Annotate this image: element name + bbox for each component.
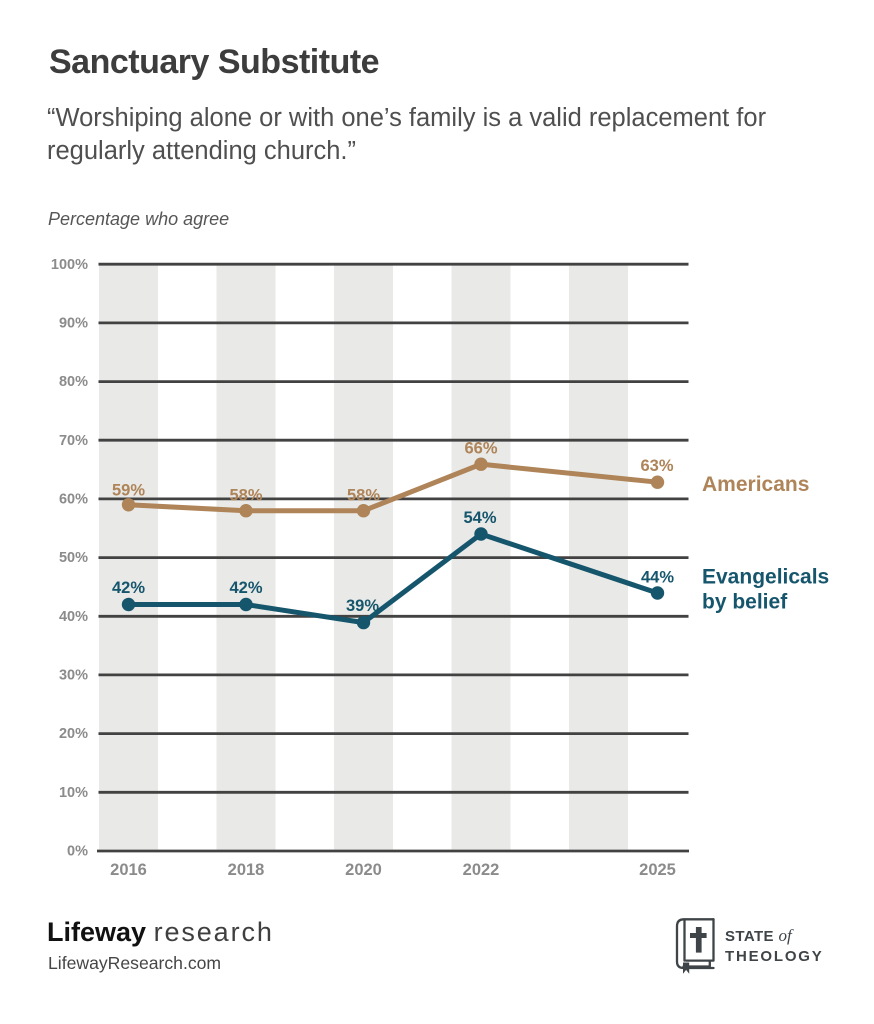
svg-text:60%: 60% (59, 492, 88, 508)
svg-text:2020: 2020 (345, 861, 382, 879)
svg-text:50%: 50% (59, 550, 88, 566)
svg-text:100%: 100% (51, 257, 88, 273)
svg-text:80%: 80% (59, 374, 88, 390)
svg-text:2018: 2018 (228, 861, 265, 879)
svg-text:70%: 70% (59, 433, 88, 449)
svg-text:42%: 42% (112, 579, 145, 597)
svg-text:66%: 66% (464, 440, 497, 458)
svg-text:2016: 2016 (110, 861, 147, 879)
svg-text:0%: 0% (67, 844, 88, 860)
svg-text:40%: 40% (59, 609, 88, 625)
svg-text:42%: 42% (229, 579, 262, 597)
svg-text:20%: 20% (59, 726, 88, 742)
svg-text:58%: 58% (347, 487, 380, 505)
svg-text:10%: 10% (59, 785, 88, 801)
svg-text:58%: 58% (229, 487, 262, 505)
svg-text:54%: 54% (463, 509, 496, 527)
svg-text:2022: 2022 (463, 861, 500, 879)
svg-text:90%: 90% (59, 316, 88, 332)
svg-text:Americans: Americans (702, 473, 809, 496)
svg-text:2025: 2025 (639, 861, 676, 879)
svg-text:39%: 39% (346, 597, 379, 615)
svg-text:30%: 30% (59, 668, 88, 684)
svg-text:44%: 44% (641, 568, 674, 586)
svg-text:by belief: by belief (702, 591, 788, 614)
svg-text:Evangelicals: Evangelicals (702, 566, 829, 589)
svg-text:63%: 63% (640, 457, 673, 475)
svg-text:59%: 59% (112, 482, 145, 500)
